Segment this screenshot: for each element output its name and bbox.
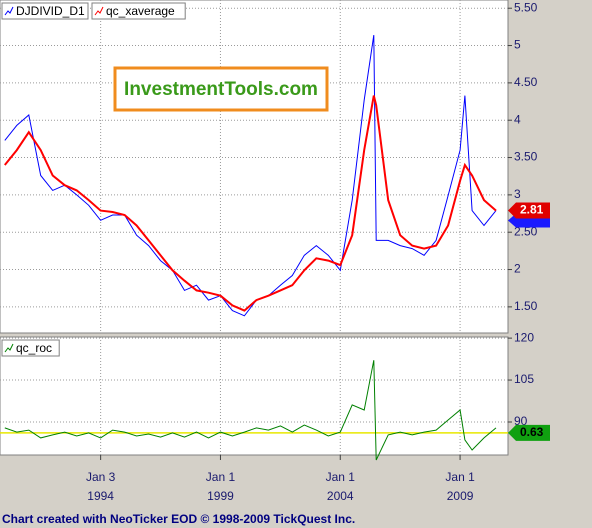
x-tick-year: 1999 [207,489,234,503]
legend-label: DJDIVID_D1 [16,4,85,18]
y-tick-label: 4.50 [514,75,538,89]
value-marker-label: 0.63 [520,425,544,439]
legend-swatch [4,343,14,353]
legend-box [1,339,60,357]
y-tick-label: 120 [514,330,534,344]
y-tick-label: 90 [514,414,528,428]
y-tick-label: 3 [514,187,521,201]
x-tick-label: Jan 3 [86,470,116,484]
y-tick-label: 5.50 [514,0,538,14]
x-tick-label: Jan 1 [445,470,475,484]
legend-label: qc_xaverage [106,4,175,18]
y-tick-label: 2 [514,262,521,276]
logo-box [113,66,329,112]
series-line [4,95,497,312]
footer: Chart created with NeoTicker EOD © 1998-… [2,512,355,526]
y-tick-label: 5 [514,38,521,52]
legend-label: qc_roc [16,341,52,355]
value-marker [508,424,550,441]
x-tick-year: 2009 [447,489,474,503]
x-tick-label: Jan 1 [206,470,236,484]
legend-box [1,2,89,20]
y-tick-label: 2.50 [514,224,538,238]
series-line [4,360,497,461]
y-tick-label: 3.50 [514,150,538,164]
x-tick-label: Jan 1 [326,470,356,484]
legend-box [91,2,186,20]
y-tick-label: 105 [514,372,534,386]
value-marker-label: 2.81 [520,203,544,217]
y-tick-label: 1.50 [514,299,538,313]
x-tick-year: 1994 [87,489,114,503]
logo: InvestmentTools.com [124,79,318,100]
value-marker [508,202,550,219]
top-panel [0,0,509,334]
legend-swatch [94,6,104,16]
y-tick-label: 4 [514,112,521,126]
bottom-panel [0,336,509,456]
legend-swatch [4,6,14,16]
x-tick-year: 2004 [327,489,354,503]
